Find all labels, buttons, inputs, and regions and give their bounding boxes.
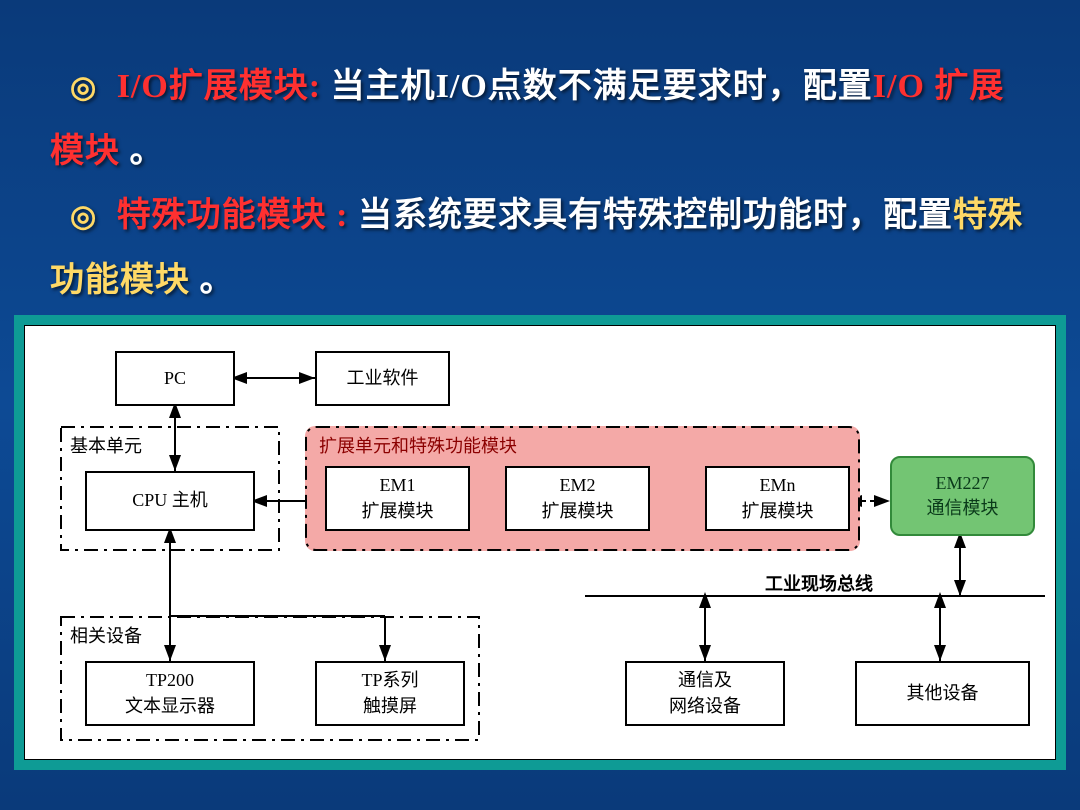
node-cpu: CPU 主机 <box>85 471 255 531</box>
node-label: EMn <box>760 473 796 498</box>
extension-group-label: 扩展单元和特殊功能模块 <box>317 432 519 458</box>
node-label: 触摸屏 <box>363 694 417 719</box>
bullet-icon: ◎ <box>70 200 97 233</box>
node-comm: 通信及网络设备 <box>625 661 785 726</box>
paragraph-2: ◎ 特殊功能模块 : 当系统要求具有特殊控制功能时，配置特殊功能模块 。 <box>50 184 1030 313</box>
node-tps: TP系列触摸屏 <box>315 661 465 726</box>
node-emn: EMn扩展模块 <box>705 466 850 531</box>
node-label: EM2 <box>560 473 596 498</box>
group-label: 基本单元 <box>68 432 144 458</box>
node-label: EM1 <box>380 473 416 498</box>
text-1b: 。 <box>120 133 165 170</box>
paragraph-1: ◎ I/O扩展模块: 当主机I/O点数不满足要求时，配置I/O 扩展模块 。 <box>50 55 1030 184</box>
slide-text: ◎ I/O扩展模块: 当主机I/O点数不满足要求时，配置I/O 扩展模块 。 ◎… <box>50 55 1030 313</box>
node-em227: EM227通信模块 <box>890 456 1035 536</box>
node-pc: PC <box>115 351 235 406</box>
node-em1: EM1扩展模块 <box>325 466 470 531</box>
hl-io: I/O扩展模块: <box>117 68 321 105</box>
node-sw: 工业软件 <box>315 351 450 406</box>
text-2a: 当系统要求具有特殊控制功能时，配置 <box>358 197 953 234</box>
diagram-frame: 扩展单元和特殊功能模块 基本单元 相关设备PC工业软件CPU 主机EM1扩展模块… <box>14 315 1066 770</box>
node-label: TP200 <box>146 668 194 693</box>
block-diagram: 扩展单元和特殊功能模块 基本单元 相关设备PC工业软件CPU 主机EM1扩展模块… <box>24 325 1056 760</box>
bullet-icon: ◎ <box>70 71 97 104</box>
node-other: 其他设备 <box>855 661 1030 726</box>
node-label: 其他设备 <box>907 681 979 706</box>
hl-sp: 特殊功能模块 : <box>117 197 349 234</box>
node-label: 文本显示器 <box>125 694 215 719</box>
text-2b: 。 <box>190 262 235 299</box>
node-label: CPU 主机 <box>132 488 208 513</box>
node-tp200: TP200文本显示器 <box>85 661 255 726</box>
group-label: 相关设备 <box>68 622 144 648</box>
fieldbus-label: 工业现场总线 <box>765 570 873 596</box>
node-label: 通信模块 <box>927 496 999 521</box>
node-label: 扩展模块 <box>742 499 814 524</box>
text-1a: 当主机I/O点数不满足要求时，配置 <box>331 68 873 105</box>
node-label: 工业软件 <box>347 366 419 391</box>
node-label: TP系列 <box>361 668 418 693</box>
node-label: PC <box>164 366 186 391</box>
node-label: 网络设备 <box>669 694 741 719</box>
node-label: 扩展模块 <box>542 499 614 524</box>
node-label: 扩展模块 <box>362 499 434 524</box>
node-label: 通信及 <box>678 668 732 693</box>
node-em2: EM2扩展模块 <box>505 466 650 531</box>
node-label: EM227 <box>936 471 990 496</box>
